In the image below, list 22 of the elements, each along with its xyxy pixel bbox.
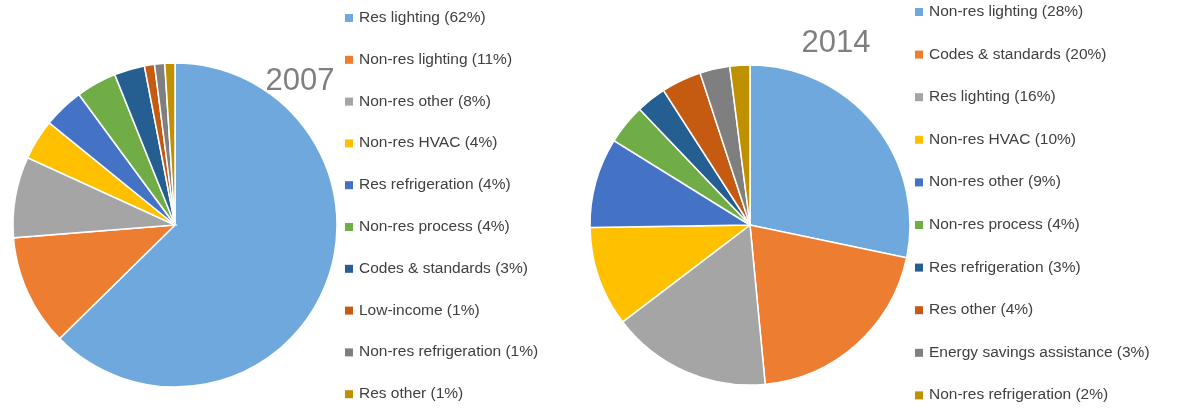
text: 2014 bbox=[801, 24, 871, 59]
legend-label: Non-res refrigeration (1%) bbox=[359, 342, 539, 360]
legend-label: Res refrigeration (4%) bbox=[359, 175, 511, 193]
legend-label: Res other (4%) bbox=[929, 300, 1034, 318]
legend-label: Non-res lighting (11%) bbox=[359, 49, 513, 67]
legend-label: Non-res HVAC (10%) bbox=[929, 129, 1077, 147]
legend-label: Res lighting (62%) bbox=[359, 8, 486, 25]
legend-label: Non-res lighting (28%) bbox=[929, 2, 1084, 19]
legend-label: Energy savings assistance (3%) bbox=[929, 342, 1150, 360]
legend-label: Codes & standards (20%) bbox=[929, 44, 1107, 62]
legend-label: Res refrigeration (3%) bbox=[929, 257, 1081, 275]
legend-label: Non-res HVAC (4%) bbox=[359, 133, 498, 151]
legend-label: Codes & standards (3%) bbox=[359, 258, 528, 276]
legend-label: Res lighting (16%) bbox=[929, 87, 1056, 105]
legend-label: Non-res process (4%) bbox=[359, 217, 510, 234]
text: 2007 bbox=[265, 62, 335, 97]
legend-label: Non-res refrigeration (2%) bbox=[929, 385, 1109, 403]
legend-label: Non-res process (4%) bbox=[929, 215, 1080, 232]
legend-label: Low-income (1%) bbox=[359, 300, 480, 318]
legend-label: Non-res other (9%) bbox=[929, 172, 1061, 190]
legend-label: Res other (1%) bbox=[359, 384, 464, 402]
legend-label: Non-res other (8%) bbox=[359, 91, 491, 109]
